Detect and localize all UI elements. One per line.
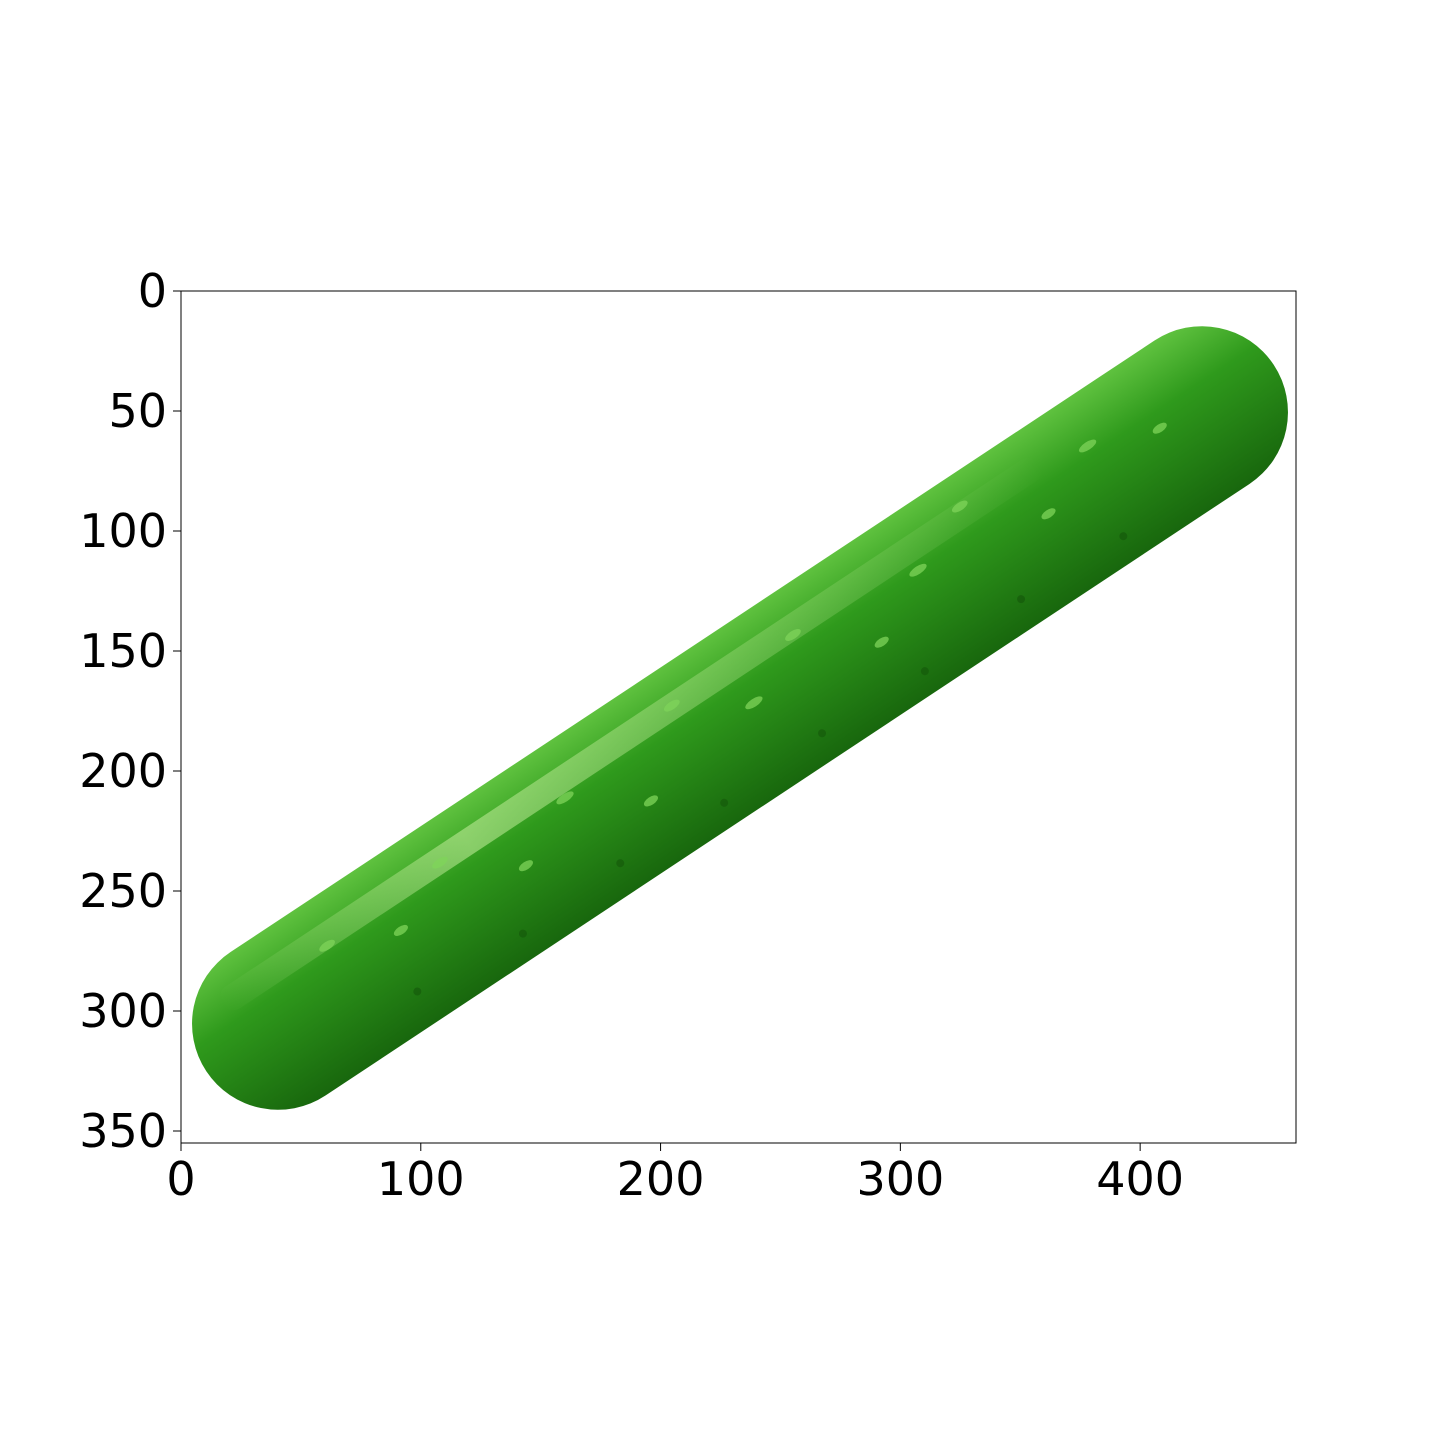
- axes-frame: [180, 290, 1297, 1144]
- y-tick-label: 100: [79, 504, 167, 558]
- y-tick-label: 0: [138, 264, 167, 318]
- y-tick-label: 200: [79, 744, 167, 798]
- x-tick-label: 0: [166, 1152, 195, 1206]
- y-tick-label: 350: [79, 1104, 167, 1158]
- x-tick-label: 100: [377, 1152, 465, 1206]
- y-tick-label: 50: [108, 384, 167, 438]
- x-tick-label: 300: [856, 1152, 944, 1206]
- cucumber-image: [192, 326, 1288, 1110]
- image-area: [181, 291, 1296, 1143]
- x-tick-label: 400: [1096, 1152, 1184, 1206]
- y-tick-label: 250: [79, 864, 167, 918]
- x-tick-label: 200: [617, 1152, 705, 1206]
- y-axis: 0 50 100 150 200 250 300 350: [79, 264, 181, 1158]
- y-tick-label: 150: [79, 624, 167, 678]
- y-tick-label: 300: [79, 984, 167, 1038]
- x-axis: 0 100 200 300 400: [166, 1143, 1184, 1206]
